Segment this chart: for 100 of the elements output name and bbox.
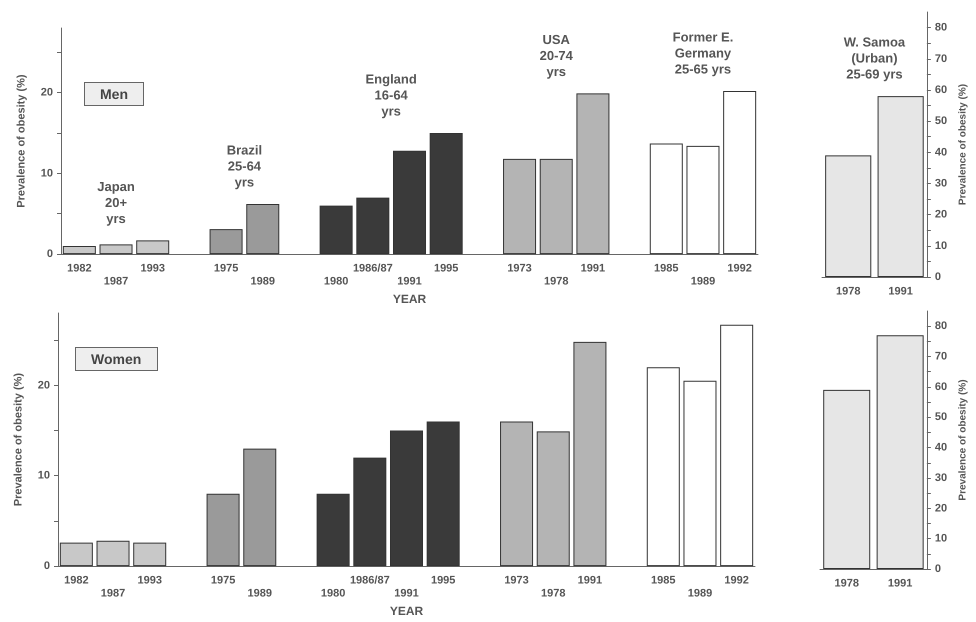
y2-axis-title: Prevalence of obesity (%) bbox=[958, 379, 968, 501]
x-tick-label: 1995 bbox=[434, 262, 458, 275]
bar bbox=[136, 240, 170, 254]
bar bbox=[536, 431, 570, 566]
x-tick-label: 1993 bbox=[140, 262, 165, 275]
y-axis-title: Prevalence of obesity (%) bbox=[12, 372, 24, 506]
y-tick-label: 10 bbox=[38, 470, 50, 482]
bar bbox=[430, 132, 463, 254]
bar bbox=[646, 367, 680, 566]
bar bbox=[62, 246, 96, 254]
bar bbox=[390, 430, 424, 566]
y2-tick-label: 0 bbox=[934, 271, 941, 283]
x-tick-label: 1973 bbox=[507, 262, 532, 275]
y2-tick-label: 30 bbox=[934, 472, 948, 484]
x-tick-label: 1991 bbox=[578, 574, 602, 587]
x-tick-label: 1978 bbox=[836, 286, 860, 298]
bar bbox=[353, 458, 386, 566]
annotation: Former E. Germany 25-65 yrs bbox=[672, 29, 734, 76]
y2-tick-label: 40 bbox=[934, 442, 948, 454]
y-tick-label: 20 bbox=[40, 86, 53, 99]
annotation: USA 20-74 yrs bbox=[540, 32, 574, 79]
x-tick-label: 1980 bbox=[324, 276, 348, 288]
x-tick-label: 1985 bbox=[651, 574, 676, 587]
x-tick-label: 1978 bbox=[834, 578, 859, 590]
y2-tick-label: 70 bbox=[934, 350, 948, 363]
y-tick-label: 10 bbox=[40, 167, 53, 180]
y2-tick-label: 40 bbox=[934, 146, 948, 158]
x-tick-label: 1985 bbox=[654, 262, 679, 275]
annotation: England 16-64 yrs bbox=[366, 71, 417, 118]
y2-tick-label: 10 bbox=[934, 532, 948, 545]
bar bbox=[96, 540, 130, 566]
bar bbox=[683, 380, 716, 566]
x-tick-label: 1992 bbox=[727, 262, 752, 275]
x-tick-label: 1986/87 bbox=[350, 574, 390, 587]
y2-axis-title: Prevalence of obesity (%) bbox=[958, 84, 968, 206]
bar bbox=[243, 448, 276, 566]
bar bbox=[206, 494, 240, 566]
x-tick-label: 1978 bbox=[540, 588, 566, 600]
bar bbox=[503, 158, 536, 254]
y2-tick-label: 80 bbox=[934, 22, 948, 34]
x-tick-label: 1982 bbox=[67, 262, 92, 275]
y-tick-label: 0 bbox=[44, 560, 50, 572]
x-axis-title: YEAR bbox=[392, 292, 426, 306]
y2-tick-label: 70 bbox=[934, 52, 948, 65]
x-tick-label: 1995 bbox=[430, 574, 456, 587]
x-tick-label: 1989 bbox=[248, 588, 272, 600]
x-tick-label: 1989 bbox=[250, 276, 276, 288]
y-tick-label: 20 bbox=[38, 379, 50, 392]
x-tick-label: 1986/87 bbox=[352, 262, 393, 275]
x-tick-label: 1989 bbox=[688, 588, 712, 600]
bar bbox=[500, 421, 534, 566]
y-tick-label: 0 bbox=[46, 248, 53, 260]
x-tick-label: 1989 bbox=[690, 276, 716, 288]
bar bbox=[100, 244, 133, 254]
x-tick-label: 1987 bbox=[100, 588, 126, 600]
y-axis-title: Prevalence of obesity (%) bbox=[16, 74, 28, 208]
text: Women bbox=[91, 351, 142, 367]
annotation: W. Samoa (Urban) 25-69 yrs bbox=[844, 34, 906, 82]
bar bbox=[392, 150, 426, 254]
bar bbox=[356, 198, 390, 254]
x-tick-label: 1982 bbox=[64, 574, 89, 587]
x-tick-label: 1992 bbox=[724, 574, 749, 587]
bar bbox=[573, 342, 606, 566]
x-tick-label: 1980 bbox=[320, 588, 346, 600]
x-tick-label: 1991 bbox=[394, 588, 419, 600]
bar bbox=[426, 421, 460, 566]
bar bbox=[320, 206, 353, 254]
bar bbox=[60, 542, 93, 566]
bar bbox=[723, 90, 756, 254]
x-tick-label: 1991 bbox=[888, 578, 912, 590]
x-tick-label: 1975 bbox=[214, 262, 238, 275]
y2-tick-label: 30 bbox=[934, 177, 948, 190]
x-tick-label: 1975 bbox=[210, 574, 236, 587]
y2-tick-label: 0 bbox=[934, 563, 941, 575]
bar bbox=[650, 143, 683, 254]
y2-tick-label: 80 bbox=[934, 320, 948, 332]
x-tick-label: 1991 bbox=[397, 276, 422, 288]
x-tick-label: 1973 bbox=[504, 574, 529, 587]
x-tick-label: 1991 bbox=[888, 286, 913, 298]
bar bbox=[133, 542, 166, 566]
y2-tick-label: 20 bbox=[934, 208, 948, 221]
x-tick-label: 1991 bbox=[580, 262, 606, 275]
bar bbox=[210, 229, 243, 254]
bar bbox=[576, 93, 610, 254]
y2-tick-label: 50 bbox=[934, 411, 948, 424]
y2-tick-label: 50 bbox=[934, 115, 948, 128]
bar bbox=[720, 324, 754, 566]
x-tick-label: 1993 bbox=[137, 574, 162, 587]
bar bbox=[246, 204, 280, 254]
x-axis-title: YEAR bbox=[390, 604, 424, 618]
y2-tick-label: 60 bbox=[934, 84, 948, 96]
annotation: Japan 20+ yrs bbox=[97, 178, 135, 226]
y2-tick-label: 10 bbox=[934, 240, 948, 252]
bar bbox=[686, 146, 720, 254]
y2-tick-label: 20 bbox=[934, 502, 948, 514]
bar bbox=[540, 158, 573, 254]
bar bbox=[316, 494, 350, 566]
x-tick-label: 1987 bbox=[104, 276, 128, 288]
x-tick-label: 1978 bbox=[544, 276, 568, 288]
annotation: Brazil 25-64 yrs bbox=[226, 142, 262, 190]
